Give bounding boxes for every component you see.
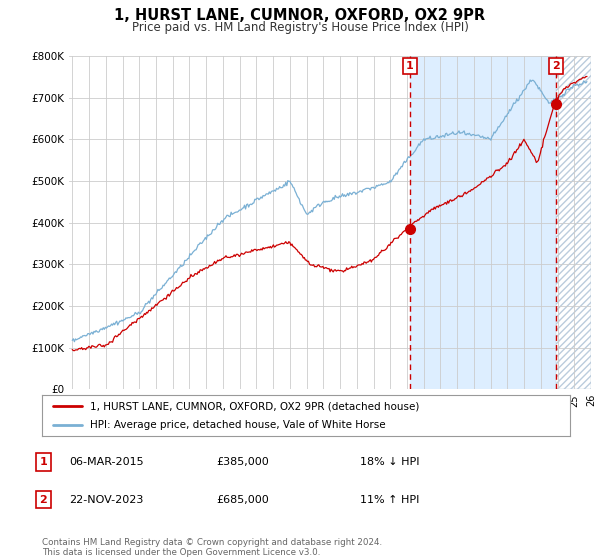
Text: £685,000: £685,000 bbox=[216, 494, 269, 505]
Text: Contains HM Land Registry data © Crown copyright and database right 2024.
This d: Contains HM Land Registry data © Crown c… bbox=[42, 538, 382, 557]
Text: 06-MAR-2015: 06-MAR-2015 bbox=[69, 457, 143, 467]
Text: 18% ↓ HPI: 18% ↓ HPI bbox=[360, 457, 419, 467]
Text: 2: 2 bbox=[40, 494, 47, 505]
Text: 22-NOV-2023: 22-NOV-2023 bbox=[69, 494, 143, 505]
Bar bbox=[410, 56, 556, 389]
Text: 2: 2 bbox=[552, 61, 560, 71]
Text: Price paid vs. HM Land Registry's House Price Index (HPI): Price paid vs. HM Land Registry's House … bbox=[131, 21, 469, 34]
Text: 11% ↑ HPI: 11% ↑ HPI bbox=[360, 494, 419, 505]
Text: 1: 1 bbox=[40, 457, 47, 467]
Bar bbox=[556, 56, 591, 389]
Bar bbox=[556, 56, 591, 389]
Text: 1, HURST LANE, CUMNOR, OXFORD, OX2 9PR: 1, HURST LANE, CUMNOR, OXFORD, OX2 9PR bbox=[115, 8, 485, 24]
Text: 1, HURST LANE, CUMNOR, OXFORD, OX2 9PR (detached house): 1, HURST LANE, CUMNOR, OXFORD, OX2 9PR (… bbox=[89, 402, 419, 411]
Text: 1: 1 bbox=[406, 61, 414, 71]
Text: HPI: Average price, detached house, Vale of White Horse: HPI: Average price, detached house, Vale… bbox=[89, 420, 385, 430]
Text: £385,000: £385,000 bbox=[216, 457, 269, 467]
